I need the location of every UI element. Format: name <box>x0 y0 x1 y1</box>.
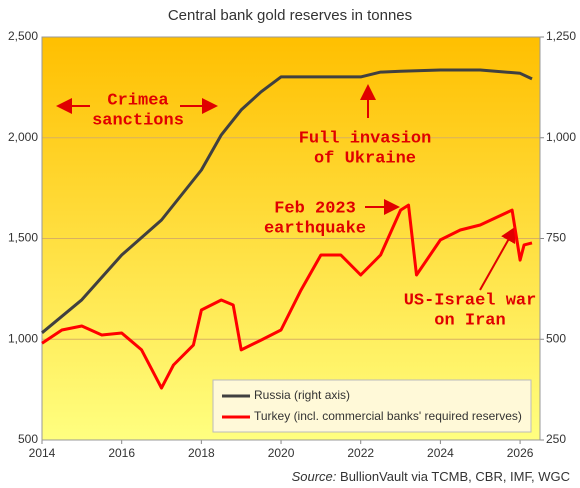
annotation: Crimea <box>107 91 168 110</box>
legend-label: Russia (right axis) <box>254 388 350 402</box>
y2-tick-label: 750 <box>546 231 566 245</box>
y2-tick-label: 250 <box>546 432 566 446</box>
y2-tick-label: 1,250 <box>546 29 576 43</box>
x-tick-label: 2014 <box>29 446 56 460</box>
legend-label: Turkey (incl. commercial banks' required… <box>254 409 522 423</box>
source: Source: BullionVault via TCMB, CBR, IMF,… <box>292 469 570 484</box>
x-tick-label: 2018 <box>188 446 215 460</box>
y-tick-label: 1,500 <box>8 231 38 245</box>
x-tick-label: 2024 <box>427 446 454 460</box>
legend <box>212 379 532 433</box>
annotation: of Ukraine <box>314 149 416 168</box>
annotation: Feb 2023 <box>274 199 356 218</box>
x-tick-label: 2022 <box>347 446 374 460</box>
y-tick-label: 500 <box>18 432 38 446</box>
annotation: earthquake <box>264 219 366 238</box>
annotation: Full invasion <box>299 129 432 148</box>
y2-tick-label: 1,000 <box>546 130 576 144</box>
annotation: US-Israel war <box>404 291 537 310</box>
series-line <box>41 203 533 390</box>
x-tick-label: 2020 <box>268 446 295 460</box>
series-line <box>41 68 533 334</box>
annotation: on Iran <box>434 311 505 330</box>
plot-border <box>41 36 541 441</box>
x-tick-label: 2026 <box>507 446 534 460</box>
y-tick-label: 2,000 <box>8 130 38 144</box>
annotation: sanctions <box>92 111 184 130</box>
x-tick-label: 2016 <box>108 446 135 460</box>
y2-tick-label: 500 <box>546 331 566 345</box>
y-tick-label: 2,500 <box>8 29 38 43</box>
arrows <box>56 84 516 291</box>
chart-title: Central bank gold reserves in tonnes <box>168 7 412 24</box>
y-tick-label: 1,000 <box>8 331 38 345</box>
